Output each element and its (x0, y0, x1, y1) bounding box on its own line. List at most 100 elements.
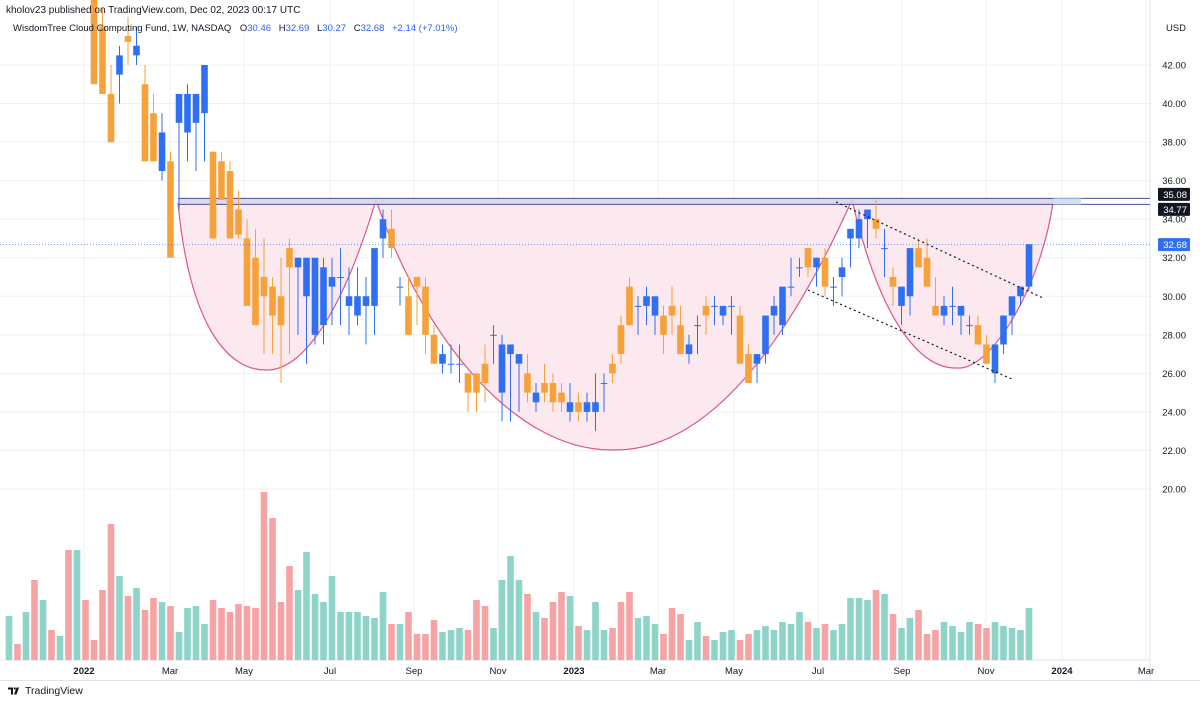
volume-bar (56, 636, 64, 660)
volume-bar (881, 594, 888, 660)
candle-body (515, 354, 523, 364)
volume-bar (490, 628, 497, 660)
candle-body (549, 383, 557, 403)
volume-bar (396, 624, 404, 660)
volume-bar (575, 626, 582, 660)
candle-body (753, 354, 761, 364)
price-tick-label: 38.00 (1162, 138, 1186, 149)
volume-bar (354, 612, 361, 660)
candle-body (796, 267, 803, 269)
currency-label: USD (1165, 23, 1186, 34)
candle-body (983, 344, 990, 364)
price-axis[interactable]: 20.00 22.00 24.00 26.00 28.00 30.00 32.00 34.00… (1151, 0, 1200, 680)
symbol-legend: WisdomTree Cloud Computing Fund, 1W, NAS… (13, 23, 458, 34)
candle-body (745, 354, 752, 383)
candle-body (277, 296, 285, 326)
open-label: O (239, 23, 248, 34)
price-label-box (1158, 202, 1190, 216)
candle-body (787, 286, 795, 288)
candle-body (405, 296, 412, 335)
volume-bar (541, 618, 548, 660)
volume-bar (201, 624, 208, 660)
change-value: +2.14 (+7.01%) (392, 23, 458, 34)
volume-bar (388, 624, 395, 660)
candle-body (634, 305, 642, 307)
candle-body (396, 286, 404, 288)
candle-body (583, 402, 591, 412)
volume-bar (949, 626, 956, 660)
volume-bar (974, 624, 982, 660)
candle-body (388, 228, 395, 249)
volume-bar (626, 592, 633, 660)
volume-bar (838, 624, 846, 660)
price-label-box (1158, 187, 1190, 201)
chart-canvas[interactable]: 20.00 22.00 24.00 26.00 28.00 30.00 32.00 34.00… (0, 0, 1200, 680)
volume-bar (124, 596, 132, 660)
volume-bar (473, 600, 480, 660)
candle-body (592, 402, 599, 412)
volume-bar (991, 622, 999, 660)
volume-bar (1000, 626, 1007, 660)
volume-bar (439, 632, 446, 660)
volume-bar (252, 608, 259, 660)
volume-bar (430, 620, 438, 660)
volume-bar (1025, 608, 1033, 660)
candle-body (362, 296, 370, 306)
volume-bar (507, 556, 514, 660)
tradingview-icon (8, 687, 19, 695)
volume-bar (362, 616, 370, 660)
candle-body (218, 161, 225, 200)
candle-body (269, 286, 276, 316)
price-label-text: 32.68 (1163, 240, 1187, 251)
volume-bar (515, 580, 523, 660)
resistance-band (178, 198, 1053, 205)
resistance-zone (178, 197, 1150, 205)
candle-body (966, 325, 973, 327)
candle-body (439, 354, 446, 364)
time-tick-label: Jul (812, 666, 824, 677)
candle-body (804, 248, 812, 268)
price-tick-label: 40.00 (1162, 99, 1186, 110)
candle-body (830, 286, 837, 288)
volume-bar (218, 608, 225, 660)
tradingview-logo[interactable]: TradingView (8, 685, 83, 697)
volume-bar (337, 612, 344, 660)
candle-body (337, 277, 344, 278)
volume-bar (855, 598, 863, 660)
volume-bar (711, 640, 718, 660)
high-label: H (278, 23, 286, 34)
volume-bar (677, 614, 684, 660)
candle-body (320, 267, 327, 326)
volume-bar (651, 624, 659, 660)
candle-body (949, 305, 956, 307)
candle-body (107, 93, 115, 143)
candle-body (1017, 286, 1024, 297)
candle-body (626, 286, 633, 326)
candle-body (566, 402, 574, 412)
channel-upper-line (835, 201, 1044, 299)
volume-bar (22, 612, 30, 660)
candle-body (124, 36, 132, 42)
candle-body (541, 383, 548, 393)
volume-bar (107, 524, 115, 660)
volume-bar (558, 592, 565, 660)
candle-body (847, 228, 854, 239)
time-tick-label: Mar (162, 666, 178, 677)
left-shoulder-curve (177, 199, 377, 371)
time-axis[interactable]: 2022 Mar May Jul Sep Nov 2023 Mar May Jul Sep Nov 20… (73, 666, 1154, 677)
time-tick-label: Sep (406, 666, 423, 677)
time-tick-label: Nov (978, 666, 995, 677)
candle-body (736, 315, 744, 364)
candle-body (702, 305, 710, 316)
time-tick-label: Sep (894, 666, 911, 677)
candle-body (813, 257, 820, 268)
volume-bar (592, 602, 599, 660)
candle-body (303, 257, 310, 297)
price-tick-label: 26.00 (1162, 369, 1186, 380)
volume-bar (745, 634, 752, 660)
low-value: 30.27 (322, 23, 347, 34)
volume-bar (524, 594, 531, 660)
candle-body (175, 93, 183, 123)
candle-body (719, 305, 727, 316)
volume-bar (90, 640, 98, 660)
